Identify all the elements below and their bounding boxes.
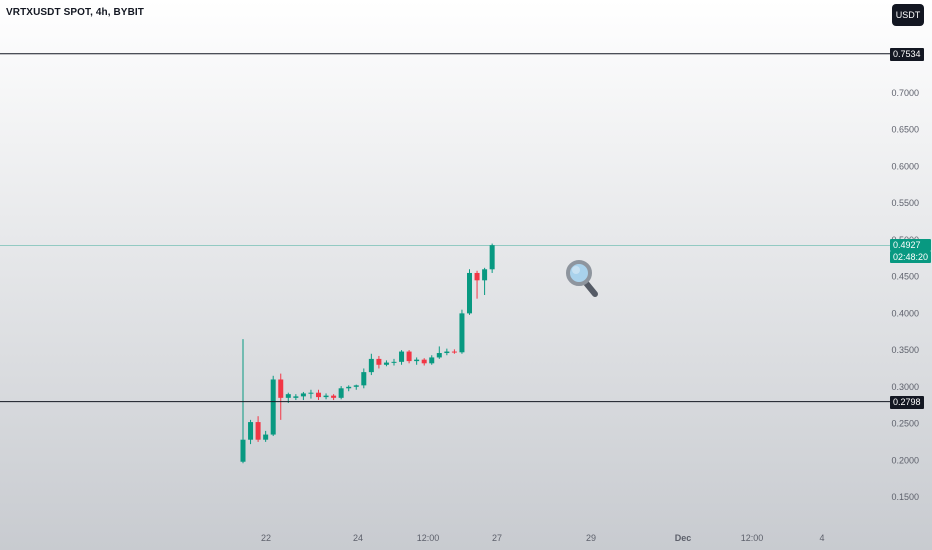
candle-body [346, 386, 352, 389]
x-tick-label: 4 [819, 533, 824, 543]
candle-body [436, 353, 442, 358]
candle-body [331, 395, 337, 398]
candle-body [406, 351, 412, 362]
y-tick-label: 0.7000 [891, 88, 919, 98]
candle-body [383, 362, 389, 365]
magnifier-icon [566, 260, 598, 297]
candle-body [474, 272, 480, 281]
x-tick-label: Dec [675, 533, 692, 543]
candle-body [300, 393, 306, 397]
candle-body [482, 269, 488, 281]
x-tick-label: 22 [261, 533, 271, 543]
y-tick-label: 0.2000 [891, 455, 919, 465]
candle-body [368, 358, 374, 373]
level-price-tag: 0.7534 [890, 47, 924, 61]
x-tick-label: 12:00 [417, 533, 440, 543]
x-tick-label: 27 [492, 533, 502, 543]
candle-body [414, 359, 420, 362]
y-tick-label: 0.4500 [891, 272, 919, 282]
candle-body [391, 361, 397, 363]
currency-button[interactable]: USDT [892, 4, 924, 26]
candle-body [270, 379, 276, 435]
candle-body [361, 372, 367, 386]
candle-body [451, 351, 457, 353]
y-tick-label: 0.4000 [891, 308, 919, 318]
candle-body [323, 395, 329, 398]
candle-body [444, 351, 450, 354]
candle-body [263, 434, 269, 440]
y-tick-label: 0.5500 [891, 198, 919, 208]
candle-body [429, 357, 435, 364]
y-tick-label: 0.1500 [891, 492, 919, 502]
chart-title: VRTXUSDT SPOT, 4h, BYBIT [6, 7, 144, 18]
y-tick-label: 0.3500 [891, 345, 919, 355]
x-tick-label: 29 [586, 533, 596, 543]
candle-body [308, 392, 314, 394]
x-tick-label: 12:00 [741, 533, 764, 543]
candle-body [459, 313, 465, 353]
candle-body [467, 272, 472, 314]
y-tick-label: 0.2500 [891, 419, 919, 429]
candle-body [240, 439, 246, 462]
candle-body [316, 392, 321, 398]
y-tick-label: 0.3000 [891, 382, 919, 392]
level-price-tag: 0.2798 [890, 395, 924, 409]
candle-countdown: 02:48:20 [890, 251, 932, 264]
candle-body [376, 358, 382, 365]
last-price-label: 0.4927 [890, 239, 932, 252]
candle-body [255, 422, 261, 440]
candle-body [293, 396, 299, 398]
candle-body [278, 379, 284, 398]
candle-body [489, 245, 495, 270]
candle-body [353, 385, 359, 387]
candle-body [338, 388, 344, 398]
candle-body [421, 359, 427, 364]
last-price-tag: 0.4927 02:48:20 [890, 239, 932, 264]
candle-body [399, 351, 405, 362]
candle-body [285, 394, 291, 398]
y-tick-label: 0.6000 [891, 161, 919, 171]
x-tick-label: 24 [353, 533, 363, 543]
y-tick-label: 0.6500 [891, 125, 919, 135]
candle-body [248, 422, 254, 440]
